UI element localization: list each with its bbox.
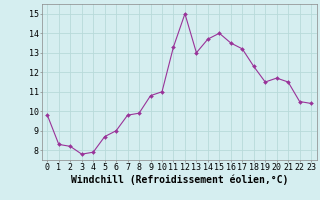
X-axis label: Windchill (Refroidissement éolien,°C): Windchill (Refroidissement éolien,°C) (70, 175, 288, 185)
